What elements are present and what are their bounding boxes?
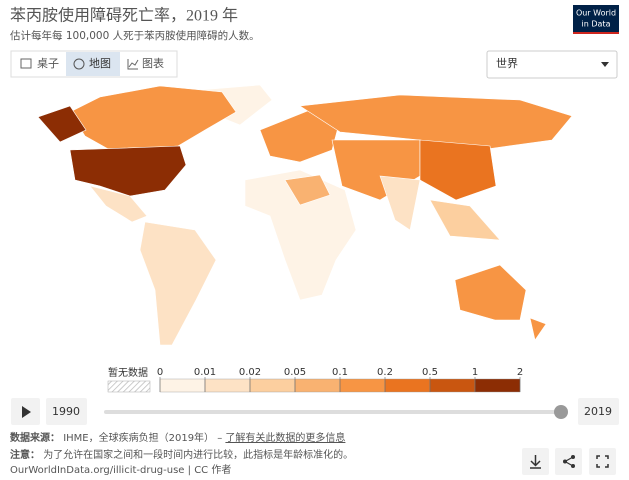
region-shape[interactable]	[89, 185, 148, 223]
icon	[596, 455, 609, 468]
region-shape[interactable]	[454, 264, 527, 321]
icon	[563, 459, 567, 464]
region-shape[interactable]	[379, 175, 421, 231]
legend-bin	[339, 378, 386, 393]
icon	[127, 59, 138, 70]
tab-selected-bg	[66, 52, 120, 76]
icon	[73, 58, 85, 70]
region-shape[interactable]	[419, 139, 497, 201]
logo[interactable]: Our World in Data	[573, 5, 619, 34]
icon	[571, 455, 575, 459]
start-year: 1990	[52, 405, 80, 418]
legend-tick-label: 0.05	[284, 367, 306, 378]
region-shape[interactable]	[284, 174, 331, 206]
region-shape[interactable]	[69, 145, 187, 197]
legend-tick-label: 0.5	[422, 367, 438, 378]
legend-bin	[429, 378, 476, 393]
region-shape[interactable]	[299, 94, 573, 151]
tab-map[interactable]: 地图	[73, 57, 111, 70]
tab-label: 图表	[142, 56, 164, 70]
select-box	[486, 50, 618, 79]
note-label: 注意：	[10, 448, 40, 461]
legend-tick-label: 1	[472, 367, 478, 378]
source-line: 数据来源： IHME，全球疾病负担（2019年） – 了解有关此数据的更多信息	[10, 431, 345, 444]
legend-bin	[294, 378, 341, 393]
legend-tick-label: 0.2	[377, 367, 393, 378]
play-button[interactable]	[11, 398, 40, 425]
button-bg	[589, 448, 616, 475]
region-shape[interactable]	[37, 105, 87, 143]
timeline-track	[104, 410, 561, 414]
region-shape[interactable]	[139, 221, 217, 346]
logo-text: in Data	[582, 20, 611, 29]
share-button[interactable]	[555, 448, 582, 475]
caret	[601, 62, 609, 67]
region-shape[interactable]	[244, 169, 357, 301]
no-data-swatch	[107, 380, 151, 393]
end-box	[578, 398, 619, 425]
legend-bin	[204, 378, 251, 393]
no-data-label: 暂无数据	[108, 366, 148, 379]
legend-bin	[384, 378, 431, 393]
source: IHME，全球疾病负担（2019年） –	[63, 431, 222, 444]
note: 为了允许在国家之间和一段时间内进行比较，此指标是年龄标准化的。	[43, 448, 353, 461]
title: 苯丙胺使用障碍死亡率，2019 年	[10, 7, 238, 25]
region-select[interactable]: 世界	[486, 50, 618, 79]
legend-bin	[159, 378, 206, 393]
legend-tick-label: 0.1	[332, 367, 348, 378]
legend: 0 0.01 0.02 0.05 0.1 0.2 0.5 1 2	[157, 367, 523, 393]
subtitle: 估计每年每 100,000 人死于苯丙胺使用障碍的人数。	[10, 29, 260, 42]
icon	[20, 58, 32, 69]
fullscreen-button[interactable]	[589, 448, 616, 475]
play-icon	[22, 406, 31, 418]
icon	[128, 59, 139, 68]
end-year: 2019	[584, 405, 612, 418]
url: OurWorldInData.org/illicit-drug-use | CC…	[10, 464, 231, 476]
region-shape[interactable]	[69, 85, 237, 151]
tab-table[interactable]: 桌子	[20, 57, 59, 70]
legend-tick-label: 0.01	[194, 367, 216, 378]
legend-tick-label: 0.02	[239, 367, 261, 378]
tab-chart[interactable]: 图表	[127, 56, 164, 70]
legend-tick-label: 0	[157, 367, 163, 378]
legend-tick-label: 2	[517, 367, 523, 378]
source-link[interactable]: 了解有关此数据的更多信息	[225, 431, 345, 444]
logo-box	[573, 5, 619, 34]
legend-bin	[249, 378, 296, 393]
icon	[530, 455, 541, 469]
tab-label: 桌子	[37, 57, 59, 70]
tab-label: 地图	[89, 57, 111, 70]
icon	[571, 464, 575, 468]
logo-text: Our World	[576, 9, 616, 18]
region-shape[interactable]	[529, 317, 547, 341]
select-label: 世界	[496, 57, 518, 70]
note-line: 注意： 为了允许在国家之间和一段时间内进行比较，此指标是年龄标准化的。	[10, 448, 353, 461]
legend-bin	[474, 378, 521, 393]
source-label: 数据来源：	[10, 431, 60, 444]
region-shape[interactable]	[429, 199, 501, 241]
start-box	[46, 398, 87, 425]
map	[37, 84, 573, 346]
button-bg	[555, 448, 582, 475]
timeline-handle[interactable]	[554, 405, 568, 419]
logo-bar	[573, 32, 619, 34]
download-button[interactable]	[522, 448, 549, 475]
